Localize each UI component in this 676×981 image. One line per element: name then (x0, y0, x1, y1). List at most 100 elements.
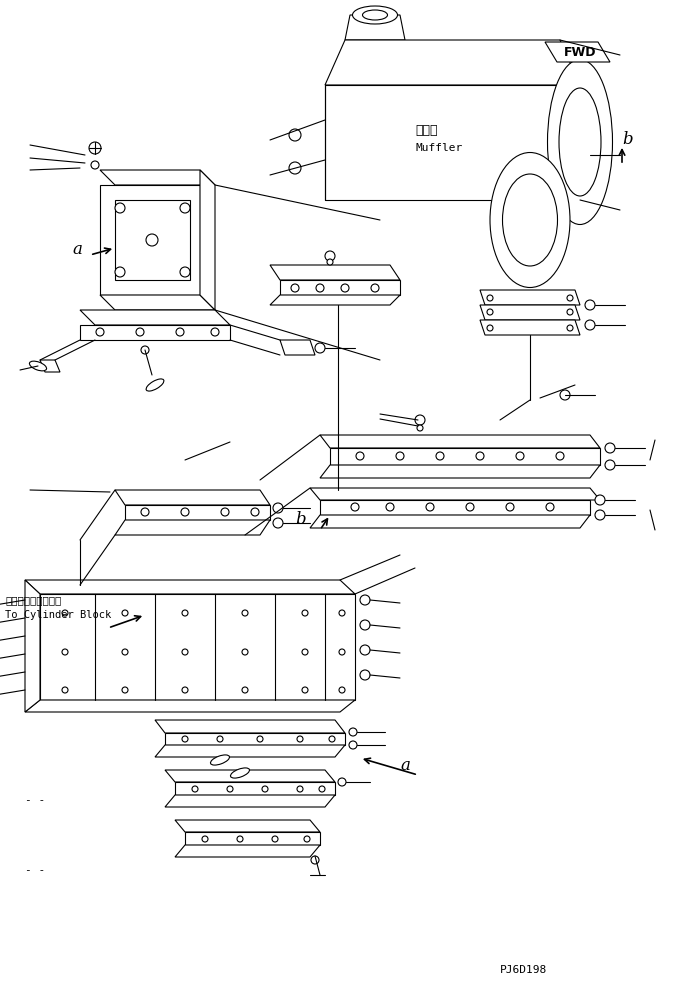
Circle shape (122, 687, 128, 693)
Polygon shape (80, 310, 230, 325)
Ellipse shape (502, 174, 558, 266)
Circle shape (487, 325, 493, 331)
Circle shape (182, 610, 188, 616)
Text: a: a (400, 757, 410, 775)
Circle shape (476, 452, 484, 460)
Polygon shape (165, 770, 335, 782)
Circle shape (349, 741, 357, 749)
Polygon shape (165, 795, 335, 807)
Circle shape (338, 778, 346, 786)
Polygon shape (115, 520, 270, 535)
Circle shape (136, 328, 144, 336)
Circle shape (181, 508, 189, 516)
Ellipse shape (210, 755, 229, 765)
Circle shape (182, 649, 188, 655)
Polygon shape (280, 280, 400, 295)
Circle shape (415, 415, 425, 425)
Polygon shape (320, 465, 600, 478)
Circle shape (291, 284, 299, 292)
Ellipse shape (30, 361, 47, 371)
Circle shape (91, 161, 99, 169)
Circle shape (426, 503, 434, 511)
Text: シリンダブロックへ: シリンダブロックへ (5, 595, 62, 605)
Circle shape (302, 649, 308, 655)
Polygon shape (325, 40, 580, 85)
Circle shape (180, 203, 190, 213)
Polygon shape (155, 745, 345, 757)
Text: b: b (622, 131, 633, 148)
Circle shape (319, 786, 325, 792)
Polygon shape (175, 820, 320, 832)
Circle shape (585, 300, 595, 310)
Circle shape (329, 736, 335, 742)
Text: b: b (295, 511, 306, 529)
Circle shape (297, 786, 303, 792)
Polygon shape (325, 85, 580, 200)
Circle shape (257, 736, 263, 742)
Text: マフラ: マフラ (415, 124, 437, 136)
Circle shape (242, 649, 248, 655)
Circle shape (122, 610, 128, 616)
Text: - -: - - (25, 865, 45, 875)
Circle shape (273, 503, 283, 513)
Circle shape (221, 508, 229, 516)
Circle shape (289, 162, 301, 174)
Polygon shape (320, 435, 600, 448)
Circle shape (122, 649, 128, 655)
Circle shape (360, 595, 370, 605)
Polygon shape (115, 200, 190, 280)
Polygon shape (175, 782, 335, 795)
Circle shape (516, 452, 524, 460)
Circle shape (297, 736, 303, 742)
Polygon shape (270, 265, 400, 280)
Circle shape (349, 728, 357, 736)
Circle shape (242, 610, 248, 616)
Circle shape (302, 687, 308, 693)
Circle shape (62, 649, 68, 655)
Circle shape (341, 284, 349, 292)
Circle shape (351, 503, 359, 511)
Polygon shape (310, 488, 600, 500)
Polygon shape (270, 295, 400, 305)
Circle shape (595, 495, 605, 505)
Circle shape (356, 452, 364, 460)
Polygon shape (25, 580, 355, 594)
Polygon shape (280, 340, 315, 355)
Circle shape (227, 786, 233, 792)
Circle shape (567, 295, 573, 301)
Circle shape (327, 259, 333, 265)
Polygon shape (480, 320, 580, 335)
Circle shape (371, 284, 379, 292)
Circle shape (605, 460, 615, 470)
Polygon shape (80, 325, 230, 340)
Text: a: a (72, 241, 82, 259)
Circle shape (115, 203, 125, 213)
Circle shape (487, 295, 493, 301)
Polygon shape (310, 515, 590, 528)
Circle shape (311, 856, 319, 864)
Circle shape (360, 620, 370, 630)
Circle shape (556, 452, 564, 460)
Circle shape (182, 687, 188, 693)
Circle shape (141, 346, 149, 354)
Circle shape (89, 142, 101, 154)
Ellipse shape (559, 88, 601, 196)
Text: - -: - - (25, 795, 45, 805)
Ellipse shape (548, 60, 612, 225)
Circle shape (289, 129, 301, 141)
Circle shape (339, 687, 345, 693)
Ellipse shape (146, 379, 164, 391)
Circle shape (180, 267, 190, 277)
Polygon shape (100, 185, 200, 295)
Circle shape (605, 443, 615, 453)
Polygon shape (200, 170, 215, 310)
Circle shape (176, 328, 184, 336)
Polygon shape (165, 733, 345, 745)
Circle shape (182, 736, 188, 742)
Circle shape (315, 343, 325, 353)
Ellipse shape (231, 768, 249, 778)
Circle shape (62, 687, 68, 693)
Circle shape (386, 503, 394, 511)
Circle shape (466, 503, 474, 511)
Circle shape (546, 503, 554, 511)
